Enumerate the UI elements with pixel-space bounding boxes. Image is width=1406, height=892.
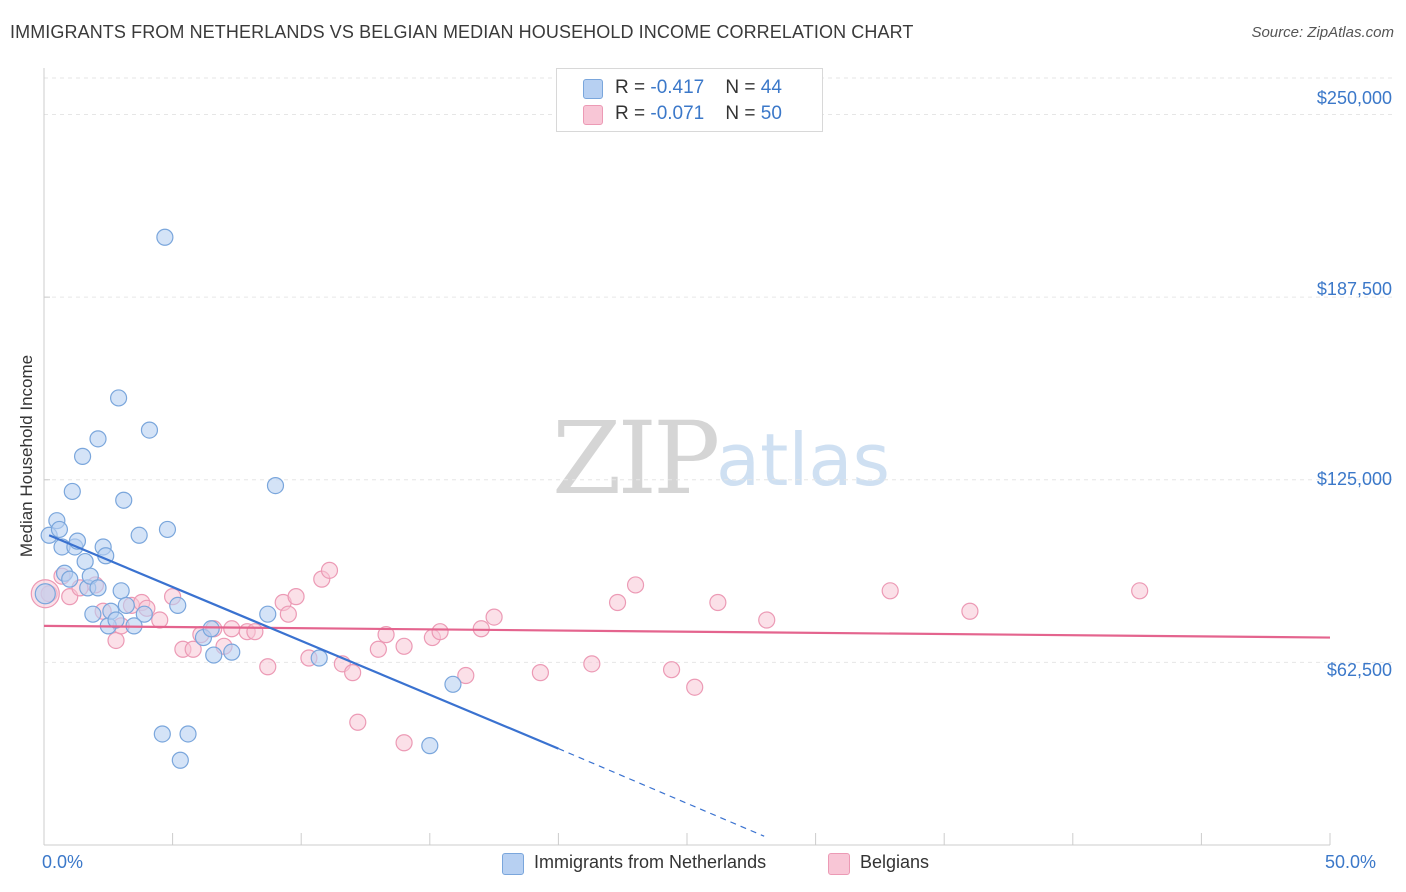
data-point-belgians xyxy=(151,611,169,629)
data-point-belgians xyxy=(259,658,277,676)
bottom-legend-label-belgians: Belgians xyxy=(860,852,930,872)
data-point-netherlands xyxy=(158,520,177,539)
bottom-legend-label-netherlands: Immigrants from Netherlands xyxy=(534,852,767,872)
data-point-belgians xyxy=(369,640,387,658)
data-point-netherlands xyxy=(84,605,102,623)
data-point-netherlands xyxy=(89,579,107,597)
data-point-belgians xyxy=(395,734,413,752)
data-point-belgians xyxy=(377,626,395,644)
y-tick-label-62500: $62,500 xyxy=(1326,660,1392,680)
y-tick-label-187500: $187,500 xyxy=(1316,279,1392,299)
data-point-netherlands xyxy=(153,725,171,743)
chart-title: IMMIGRANTS FROM NETHERLANDS VS BELGIAN M… xyxy=(10,22,914,42)
data-point-netherlands xyxy=(169,596,187,615)
data-point-belgians xyxy=(961,602,979,620)
data-point-netherlands xyxy=(223,643,241,661)
data-point-netherlands xyxy=(266,477,285,495)
data-point-belgians xyxy=(686,678,704,696)
data-point-netherlands xyxy=(171,751,189,769)
data-point-netherlands xyxy=(112,582,130,600)
trend-line-belgians xyxy=(43,624,1331,639)
data-point-netherlands xyxy=(156,228,174,246)
legend-n-value-1: 44 xyxy=(760,77,782,98)
data-point-belgians xyxy=(320,561,339,579)
watermark-zip: ZIP xyxy=(552,400,720,517)
data-point-belgians xyxy=(662,661,681,679)
data-point-belgians xyxy=(709,593,727,612)
y-tick-label-125000: $125,000 xyxy=(1316,469,1392,489)
data-point-netherlands xyxy=(61,570,79,588)
data-point-netherlands xyxy=(63,482,81,501)
grid-lines xyxy=(44,77,1395,663)
data-point-netherlands xyxy=(205,646,223,664)
data-point-belgians xyxy=(223,620,241,638)
data-point-netherlands xyxy=(202,620,220,638)
trend-line-netherlands-extension xyxy=(558,748,765,837)
data-point-belgians xyxy=(246,623,264,641)
data-points xyxy=(30,228,1149,769)
data-point-belgians xyxy=(608,593,627,612)
data-point-netherlands xyxy=(117,596,135,615)
bottom-legend-swatch-pink xyxy=(828,853,850,875)
bottom-legend-swatch-blue xyxy=(502,853,524,875)
data-point-belgians xyxy=(279,605,297,623)
legend-r-label-2: R = xyxy=(615,103,651,124)
data-point-netherlands xyxy=(421,737,439,755)
data-point-netherlands xyxy=(89,430,107,448)
legend-n-label-2: N = xyxy=(725,103,761,124)
data-point-belgians xyxy=(583,655,601,673)
stats-legend: R = -0.417 N = 44 R = -0.071 N = 50 xyxy=(556,68,823,132)
data-point-netherlands xyxy=(140,421,159,439)
data-point-netherlands xyxy=(76,552,94,571)
legend-r-value-1: -0.417 xyxy=(650,77,705,98)
source-label: Source: ZipAtlas.com xyxy=(1251,24,1394,41)
data-point-netherlands xyxy=(444,675,462,693)
data-point-belgians xyxy=(349,713,367,731)
data-point-belgians xyxy=(395,637,413,655)
data-point-netherlands xyxy=(130,526,148,544)
data-point-belgians xyxy=(107,631,125,650)
legend-swatch-blue xyxy=(583,79,603,99)
legend-n-label-1: N = xyxy=(725,77,761,98)
data-point-netherlands-cluster xyxy=(34,583,56,605)
x-tick-label-max: 50.0% xyxy=(1325,852,1377,872)
legend-r-label-1: R = xyxy=(615,77,651,98)
watermark-atlas: atlas xyxy=(716,418,890,502)
data-point-netherlands xyxy=(50,520,69,539)
data-point-belgians xyxy=(758,611,776,629)
data-point-netherlands xyxy=(115,491,133,509)
legend-n-value-2: 50 xyxy=(760,103,782,124)
data-point-belgians xyxy=(1131,582,1149,600)
data-point-netherlands xyxy=(135,605,153,623)
data-point-belgians xyxy=(881,582,899,600)
trend-line-netherlands xyxy=(48,534,559,750)
y-axis-label: Median Household Income xyxy=(17,354,36,558)
data-point-netherlands xyxy=(179,725,197,743)
data-point-belgians xyxy=(457,666,475,685)
trend-lines xyxy=(43,534,1331,837)
legend-r-value-2: -0.071 xyxy=(650,103,705,124)
data-point-belgians xyxy=(344,664,362,682)
y-tick-label-250000: $250,000 xyxy=(1316,88,1392,108)
legend-swatch-pink xyxy=(583,105,603,125)
data-point-netherlands xyxy=(73,447,92,465)
data-point-belgians xyxy=(531,664,549,682)
data-point-belgians xyxy=(184,640,202,658)
data-point-belgians xyxy=(287,588,305,606)
data-point-netherlands xyxy=(109,389,128,407)
axes xyxy=(43,68,1331,846)
data-point-netherlands xyxy=(259,605,277,623)
x-tick-label-min: 0.0% xyxy=(42,852,84,872)
data-point-belgians xyxy=(431,623,449,641)
data-point-netherlands xyxy=(107,611,125,629)
data-point-belgians xyxy=(485,608,503,626)
data-point-belgians xyxy=(626,576,645,594)
data-point-netherlands xyxy=(310,649,328,667)
